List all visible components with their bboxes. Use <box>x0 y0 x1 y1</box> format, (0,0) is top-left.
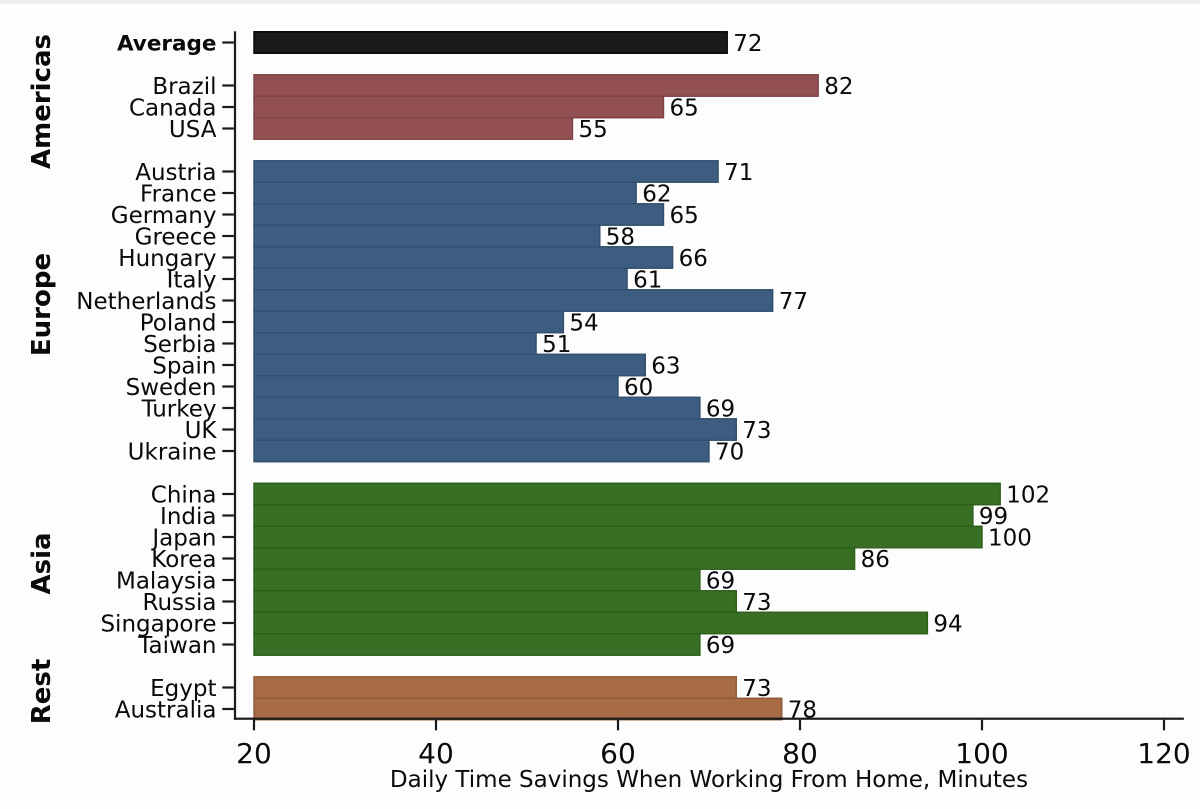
svg-text:Europe: Europe <box>27 253 57 356</box>
svg-text:73: 73 <box>742 590 771 616</box>
svg-text:78: 78 <box>788 697 817 723</box>
svg-text:Sweden: Sweden <box>126 375 217 401</box>
svg-text:77: 77 <box>779 289 808 315</box>
svg-text:UK: UK <box>185 418 218 444</box>
svg-text:Hungary: Hungary <box>118 246 216 272</box>
svg-text:Australia: Australia <box>115 697 217 723</box>
svg-text:Malaysia: Malaysia <box>116 568 217 594</box>
svg-text:69: 69 <box>706 396 735 422</box>
svg-text:99: 99 <box>979 504 1008 530</box>
svg-text:60: 60 <box>600 737 636 770</box>
svg-text:72: 72 <box>733 31 762 57</box>
svg-text:40: 40 <box>418 737 454 770</box>
svg-text:Japan: Japan <box>150 525 216 551</box>
svg-text:Spain: Spain <box>152 353 216 379</box>
svg-text:Poland: Poland <box>140 310 217 336</box>
svg-text:Greece: Greece <box>135 224 217 250</box>
svg-text:102: 102 <box>1006 482 1050 508</box>
svg-text:80: 80 <box>782 737 818 770</box>
svg-text:Asia: Asia <box>27 532 57 594</box>
svg-text:Germany: Germany <box>111 203 217 229</box>
svg-text:Taiwan: Taiwan <box>137 633 216 659</box>
svg-text:USA: USA <box>169 117 217 143</box>
svg-text:54: 54 <box>569 310 598 336</box>
svg-text:86: 86 <box>861 547 890 573</box>
svg-text:Korea: Korea <box>151 547 216 573</box>
svg-text:120: 120 <box>1137 737 1190 770</box>
svg-text:Ukraine: Ukraine <box>128 439 217 465</box>
svg-text:Rest: Rest <box>27 659 57 725</box>
svg-text:Russia: Russia <box>143 590 217 616</box>
svg-text:China: China <box>151 482 217 508</box>
svg-text:94: 94 <box>933 611 962 637</box>
svg-text:Americas: Americas <box>27 34 57 169</box>
svg-text:Turkey: Turkey <box>141 396 217 422</box>
svg-text:Italy: Italy <box>167 267 217 293</box>
svg-text:France: France <box>140 181 216 207</box>
svg-text:73: 73 <box>742 418 771 444</box>
svg-text:82: 82 <box>824 74 853 100</box>
svg-text:Austria: Austria <box>135 160 216 186</box>
svg-text:Brazil: Brazil <box>152 74 216 100</box>
svg-text:69: 69 <box>706 568 735 594</box>
svg-text:70: 70 <box>715 439 744 465</box>
svg-text:Average: Average <box>117 32 217 57</box>
svg-text:Netherlands: Netherlands <box>76 289 216 315</box>
svg-text:71: 71 <box>724 160 753 186</box>
svg-text:65: 65 <box>670 203 699 229</box>
svg-text:India: India <box>160 504 216 530</box>
svg-text:65: 65 <box>670 95 699 121</box>
svg-text:62: 62 <box>642 181 671 207</box>
svg-text:100: 100 <box>988 525 1032 551</box>
svg-text:61: 61 <box>633 267 662 293</box>
svg-text:55: 55 <box>579 117 608 143</box>
svg-text:66: 66 <box>679 246 708 272</box>
svg-text:Singapore: Singapore <box>100 611 216 637</box>
svg-text:Serbia: Serbia <box>143 332 216 358</box>
svg-text:73: 73 <box>742 676 771 702</box>
svg-text:Egypt: Egypt <box>150 676 216 702</box>
svg-text:69: 69 <box>706 633 735 659</box>
svg-text:Daily Time Savings When Workin: Daily Time Savings When Working From Hom… <box>390 767 1028 793</box>
svg-text:58: 58 <box>606 224 635 250</box>
svg-text:20: 20 <box>236 737 272 770</box>
svg-text:100: 100 <box>955 737 1008 770</box>
svg-text:60: 60 <box>624 375 653 401</box>
svg-text:Canada: Canada <box>129 95 217 121</box>
svg-text:63: 63 <box>651 353 680 379</box>
svg-text:51: 51 <box>542 332 571 358</box>
